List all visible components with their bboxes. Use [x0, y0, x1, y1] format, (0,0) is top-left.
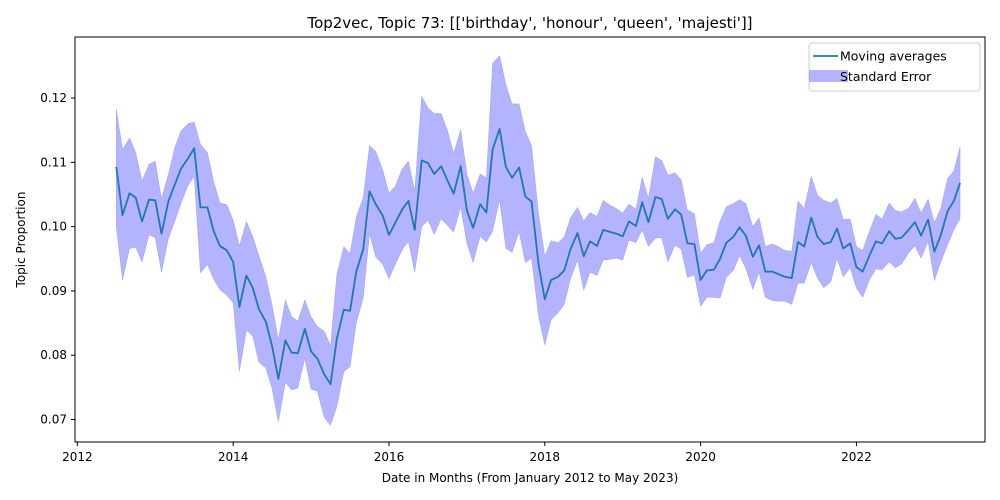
y-tick-label: 0.10 — [40, 220, 67, 234]
x-tick-label: 2022 — [841, 450, 872, 464]
legend-standard-error-swatch — [809, 70, 848, 82]
y-tick-label: 0.11 — [40, 155, 67, 169]
y-tick-label: 0.07 — [40, 413, 67, 427]
x-tick-label: 2014 — [218, 450, 249, 464]
x-tick-label: 2012 — [62, 450, 93, 464]
x-tick-label: 2016 — [374, 450, 405, 464]
moving-average-line-layer — [115, 128, 961, 386]
x-axis-label: Date in Months (From January 2012 to May… — [382, 471, 679, 485]
standard-error-band-layer — [116, 55, 961, 426]
standard-error-band — [116, 55, 961, 426]
legend: Moving averages Standard Error — [808, 42, 981, 92]
y-axis-ticks: 0.07 0.08 0.09 0.10 0.11 0.12 — [40, 91, 75, 427]
legend-standard-error-label: Standard Error — [840, 69, 932, 84]
chart-title: Top2vec, Topic 73: [['birthday', 'honour… — [306, 14, 752, 32]
legend-moving-averages-label: Moving averages — [840, 49, 947, 64]
legend-box — [808, 42, 981, 92]
moving-averages-line — [115, 128, 961, 386]
y-axis-label: Topic Proportion — [14, 192, 28, 289]
x-axis-ticks: 2012 2014 2016 2018 2020 2022 — [62, 442, 872, 464]
y-tick-label: 0.12 — [40, 91, 67, 105]
y-tick-label: 0.09 — [40, 284, 67, 298]
x-tick-label: 2020 — [685, 450, 716, 464]
y-tick-label: 0.08 — [40, 348, 67, 362]
x-tick-label: 2018 — [530, 450, 561, 464]
plot-frame — [74, 36, 986, 443]
